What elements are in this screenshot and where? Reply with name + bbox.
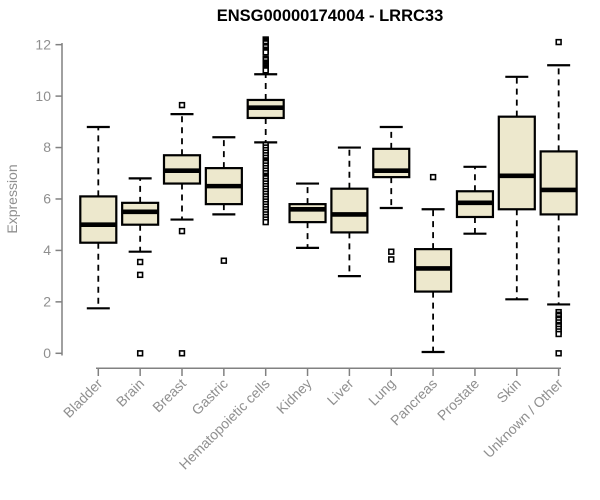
- outlier-point: [178, 101, 186, 109]
- iqr-box: [288, 203, 327, 224]
- x-tick-label-bladder: Bladder: [60, 375, 106, 421]
- outlier-point: [388, 248, 395, 255]
- iqr-box: [497, 115, 536, 211]
- iqr-box: [539, 150, 578, 216]
- y-tick-label: 4: [43, 242, 51, 258]
- box-pancreas: [414, 173, 453, 354]
- x-tick-label-liver: Liver: [324, 375, 357, 408]
- outlier-point: [136, 350, 144, 357]
- x-tick-label-kidney: Kidney: [273, 375, 315, 417]
- x-tick-label-lung: Lung: [365, 375, 398, 408]
- outlier-point: [429, 173, 437, 181]
- outlier-point: [178, 350, 186, 357]
- outlier-point: [262, 218, 269, 226]
- outlier-point: [388, 256, 395, 263]
- y-axis: 0 2 4 6 8 10 12 Expression: [4, 36, 63, 361]
- x-tick-label-pancreas: Pancreas: [387, 375, 440, 428]
- y-tick-label: 10: [35, 88, 51, 104]
- box-unknown-other: [539, 38, 578, 357]
- x-tick-label-brain: Brain: [113, 375, 147, 409]
- box-skin: [497, 75, 536, 301]
- box-gastric: [204, 136, 243, 264]
- outlier-point: [262, 67, 269, 74]
- y-tick-label: 0: [43, 345, 51, 361]
- outlier-point: [262, 49, 269, 56]
- box-hematopoietic-cells: [246, 36, 285, 226]
- outlier-point: [136, 271, 144, 279]
- x-tick-label-prostate: Prostate: [434, 375, 482, 423]
- box-breast: [162, 101, 202, 357]
- y-tick-label: 2: [43, 294, 51, 310]
- y-tick-label: 8: [43, 139, 51, 155]
- outlier-point: [555, 350, 562, 357]
- outlier-point: [555, 38, 562, 46]
- y-axis-title: Expression: [4, 164, 20, 233]
- iqr-box: [79, 195, 118, 244]
- box-prostate: [455, 165, 495, 235]
- y-tick-label: 6: [43, 191, 51, 207]
- box-bladder: [79, 125, 118, 310]
- x-tick-label-skin: Skin: [493, 375, 524, 406]
- box-lung: [372, 125, 411, 263]
- outlier-point: [178, 227, 186, 235]
- chart-title: ENSG00000174004 - LRRC33: [216, 7, 444, 25]
- outlier-point: [136, 258, 144, 266]
- box-brain: [121, 177, 160, 357]
- x-tick-label-breast: Breast: [149, 375, 189, 415]
- box-kidney: [288, 182, 327, 249]
- iqr-box: [330, 187, 369, 234]
- x-tick-label-unknown-other: Unknown / Other: [480, 375, 566, 461]
- outlier-point: [555, 330, 562, 338]
- box-liver: [330, 146, 369, 278]
- outlier-point: [220, 257, 228, 264]
- y-tick-label: 12: [35, 36, 51, 52]
